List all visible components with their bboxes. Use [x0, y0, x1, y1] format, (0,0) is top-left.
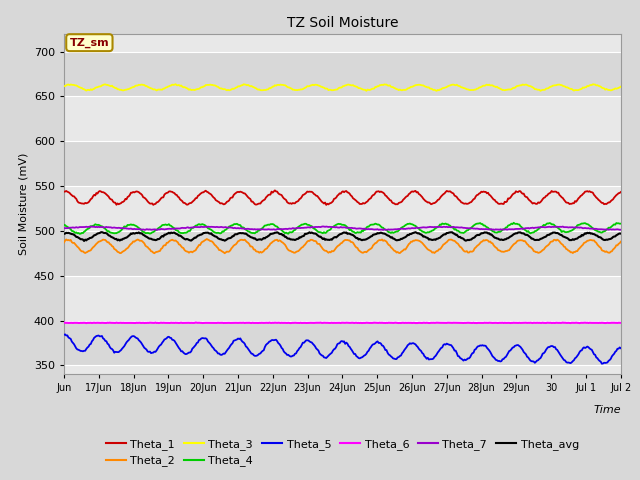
- Legend: Theta_1, Theta_2, Theta_3, Theta_4, Theta_5, Theta_6, Theta_7, Theta_avg: Theta_1, Theta_2, Theta_3, Theta_4, Thet…: [102, 434, 583, 471]
- Text: Time: Time: [593, 405, 621, 415]
- Bar: [64, 186, 621, 231]
- Text: TZ_sm: TZ_sm: [70, 37, 109, 48]
- Bar: [64, 141, 621, 186]
- Y-axis label: Soil Moisture (mV): Soil Moisture (mV): [19, 153, 28, 255]
- Bar: [64, 96, 621, 141]
- Bar: [64, 34, 621, 51]
- Bar: [64, 51, 621, 96]
- Bar: [64, 365, 621, 374]
- Bar: [64, 276, 621, 321]
- Bar: [64, 231, 621, 276]
- Bar: [64, 321, 621, 365]
- Title: TZ Soil Moisture: TZ Soil Moisture: [287, 16, 398, 30]
